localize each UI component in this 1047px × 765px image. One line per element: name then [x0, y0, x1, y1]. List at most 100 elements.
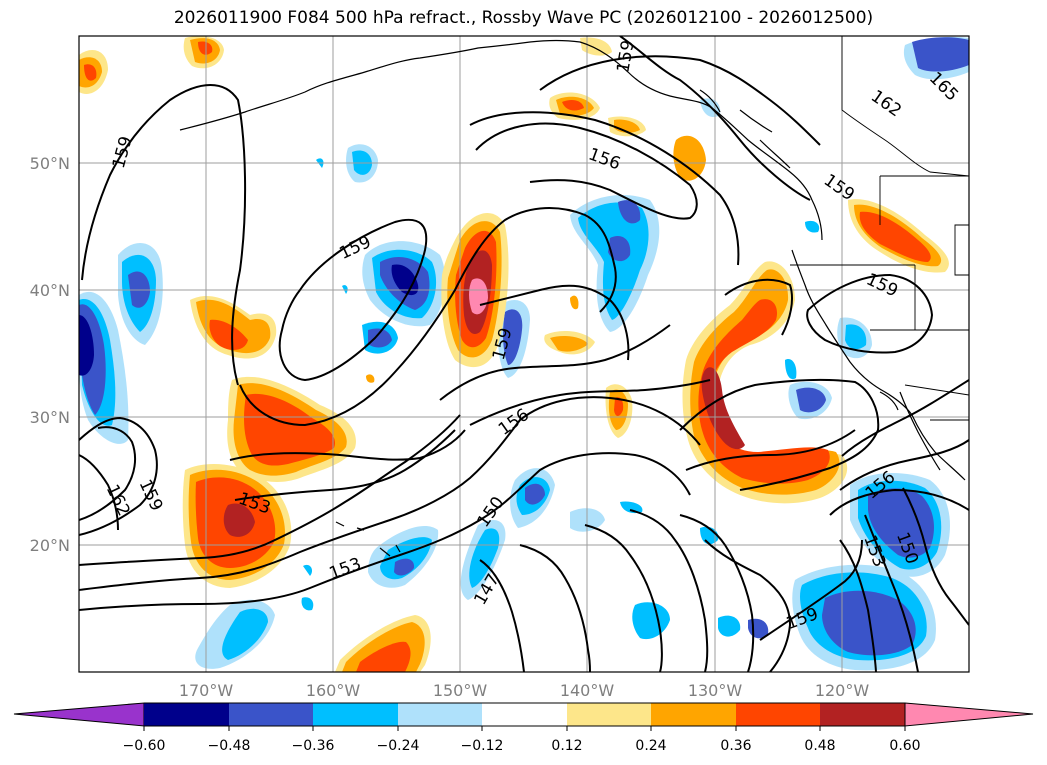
contour-line [234, 429, 456, 501]
contour-line [81, 84, 247, 386]
shade-blob [805, 220, 820, 233]
shade-blob [198, 41, 213, 55]
shade-blob [822, 590, 916, 656]
colorbar-extend-low [13, 702, 145, 727]
island-shape [335, 521, 345, 527]
contour-line [469, 111, 740, 266]
shade-blob [620, 501, 643, 514]
shade-blob [570, 295, 579, 310]
island-shape [379, 547, 391, 557]
state-border [904, 384, 969, 396]
contour-line [864, 514, 919, 672]
contour-line [79, 426, 137, 521]
colorbar-segment [313, 703, 398, 726]
shade-blob [562, 100, 584, 111]
shade-blob [301, 597, 314, 611]
contour-line [479, 284, 630, 361]
contour-line [724, 278, 793, 336]
island-shape [739, 109, 773, 133]
state-border [841, 36, 969, 177]
lon-tick-label: 160°W [306, 681, 361, 700]
positive-anomaly-shading [79, 36, 949, 672]
colorbar: −0.60 −0.48 −0.36 −0.24 −0.12 0.12 0.24 … [13, 702, 1034, 754]
lat-tick-label: 50°N [30, 154, 70, 173]
colorbar-tick-label: 0.36 [720, 738, 751, 754]
contour-line [839, 539, 877, 672]
shade-blob [356, 641, 411, 672]
contour-line [539, 55, 821, 146]
lon-tick-label: 140°W [560, 681, 615, 700]
contour-line [685, 429, 856, 471]
shade-blob [503, 309, 523, 365]
contour-line [839, 439, 969, 491]
contour-line [806, 273, 934, 354]
lon-tick-label: 150°W [433, 681, 488, 700]
negative-anomaly-shading [79, 36, 969, 671]
contour-line [759, 539, 863, 641]
colorbar-tick-label: 0.12 [551, 738, 582, 754]
contour-line [469, 379, 711, 426]
shade-blob [718, 615, 741, 637]
shade-blob [469, 528, 500, 588]
graticule [79, 36, 969, 672]
colorbar-segment [567, 703, 651, 726]
colorbar-extend-high [904, 702, 1034, 727]
colorbar-segment [144, 703, 229, 726]
map-title: 2026011900 F084 500 hPa refract., Rossby… [173, 8, 874, 28]
island-shape [699, 89, 721, 113]
contour-line [79, 396, 701, 591]
lon-tick-label: 170°W [179, 681, 234, 700]
colorbar-segment [820, 703, 905, 726]
colorbar-tick-label: −0.60 [123, 738, 166, 754]
shade-blob [845, 324, 867, 350]
island-shape [759, 139, 791, 169]
colorbar-ticks [143, 726, 906, 731]
shade-blob [469, 278, 488, 315]
colorbar-segment [482, 703, 567, 726]
shade-blob [209, 319, 248, 350]
alaska-coast [179, 39, 813, 201]
shade-blob [366, 374, 375, 383]
contour-line [278, 218, 428, 382]
shade-blob [525, 483, 545, 505]
contour-line [479, 559, 525, 672]
contour-line [902, 487, 969, 626]
lon-tick-label: 130°W [688, 681, 743, 700]
shade-blob [796, 387, 826, 413]
shade-blob [698, 299, 830, 484]
contour-line [79, 452, 691, 611]
contour-line [239, 207, 617, 427]
baja-coast [899, 391, 941, 471]
contour-line [79, 416, 158, 536]
coastlines [179, 39, 966, 557]
colorbar-tick-label: −0.24 [377, 738, 420, 754]
colorbar-tick-label: 0.60 [889, 738, 920, 754]
shade-blob [79, 315, 94, 376]
shade-blob [859, 211, 931, 262]
contour-line [619, 36, 811, 201]
shade-blob [912, 37, 969, 72]
lat-tick-label: 20°N [30, 536, 70, 555]
shade-blob [84, 64, 97, 81]
map-frame [78, 35, 970, 673]
longitude-labels: 170°W 160°W 150°W 140°W 130°W 120°W [179, 681, 870, 700]
contour-line [519, 544, 591, 672]
latitude-labels: 50°N 40°N 30°N 20°N [30, 154, 70, 555]
shade-blob [785, 359, 797, 380]
canada-coast [811, 199, 823, 241]
shade-blob [223, 503, 255, 537]
contour-line [841, 379, 969, 457]
lat-tick-label: 40°N [30, 281, 70, 300]
shade-blob [673, 135, 706, 181]
contour-line [829, 488, 969, 516]
shade-blob [303, 564, 313, 576]
shade-blob [222, 608, 268, 660]
colorbar-tick-label: 0.24 [635, 738, 666, 754]
contour-line [704, 539, 792, 672]
lon-tick-label: 120°W [815, 681, 870, 700]
colorbar-tick-label: 0.48 [804, 738, 835, 754]
us-west-coast [791, 249, 966, 481]
contour-line [229, 429, 466, 461]
shade-blob [690, 269, 840, 495]
contour-line [79, 454, 119, 531]
